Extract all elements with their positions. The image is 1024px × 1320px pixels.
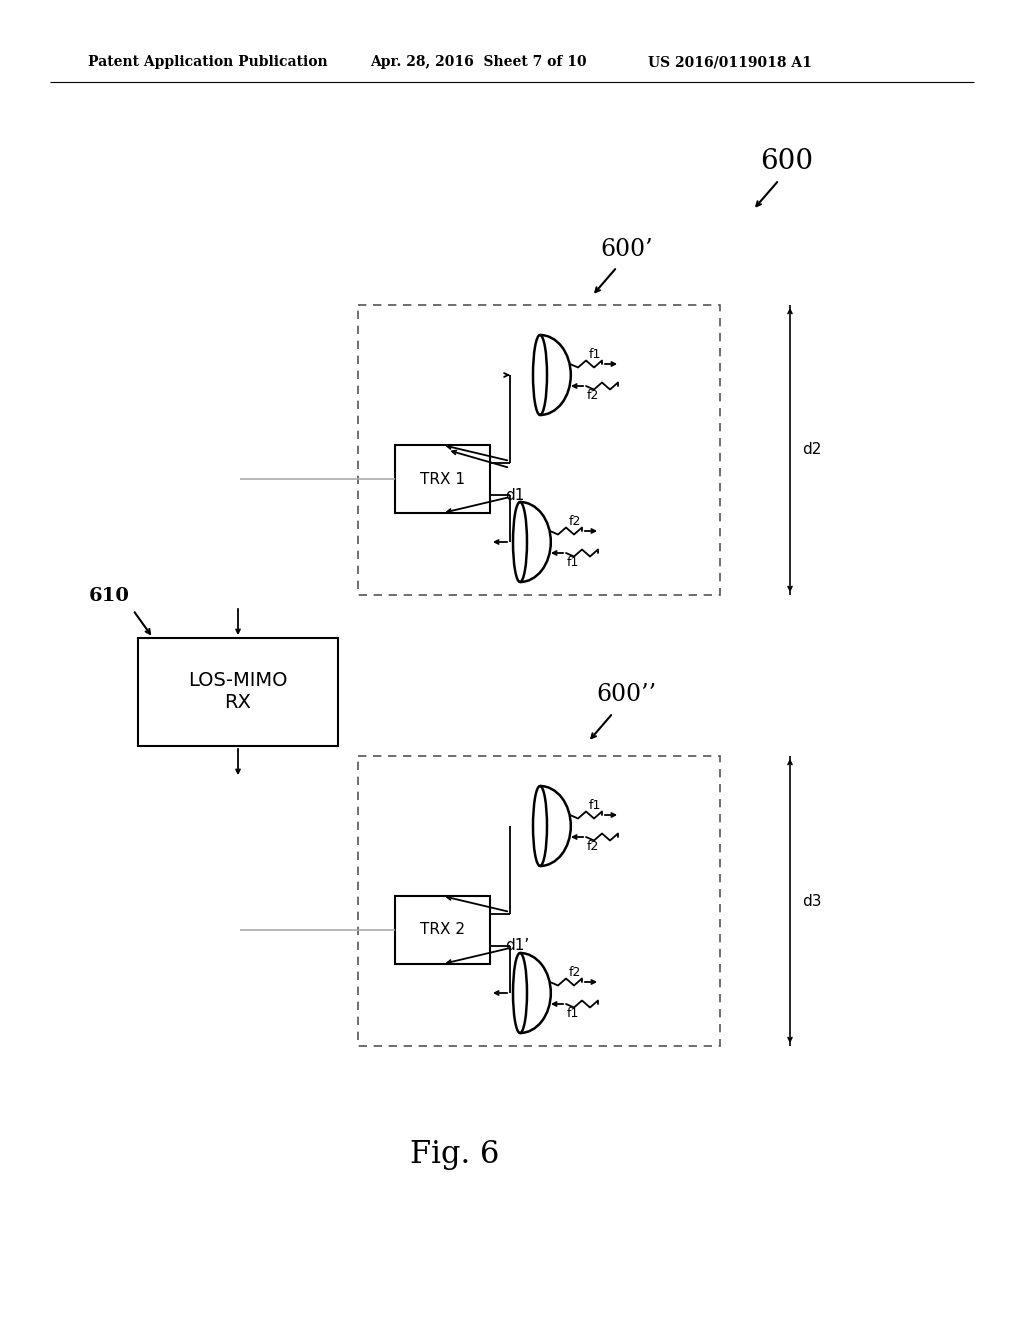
Text: f1: f1 — [589, 799, 601, 812]
Text: f2: f2 — [587, 840, 599, 853]
Text: d1: d1 — [505, 487, 524, 503]
Bar — [358, 756, 720, 1045]
Text: Fig. 6: Fig. 6 — [410, 1139, 500, 1171]
Text: US 2016/0119018 A1: US 2016/0119018 A1 — [648, 55, 812, 69]
Text: Patent Application Publication: Patent Application Publication — [88, 55, 328, 69]
Text: f2: f2 — [587, 389, 599, 403]
Text: d2: d2 — [802, 442, 821, 458]
Text: 600: 600 — [760, 148, 813, 176]
Text: TRX 2: TRX 2 — [420, 923, 465, 937]
Text: Apr. 28, 2016  Sheet 7 of 10: Apr. 28, 2016 Sheet 7 of 10 — [370, 55, 587, 69]
Text: f1: f1 — [567, 1007, 580, 1020]
Ellipse shape — [534, 335, 547, 414]
Text: LOS-MIMO
RX: LOS-MIMO RX — [188, 672, 288, 713]
Text: d3: d3 — [802, 894, 821, 908]
Text: TRX 1: TRX 1 — [420, 471, 465, 487]
Ellipse shape — [513, 502, 527, 582]
Ellipse shape — [534, 785, 547, 866]
Text: f2: f2 — [568, 966, 582, 979]
Text: d1’: d1’ — [505, 939, 529, 953]
Text: f2: f2 — [568, 515, 582, 528]
Text: 610: 610 — [89, 587, 130, 605]
Text: f1: f1 — [567, 556, 580, 569]
Bar — [395, 896, 490, 964]
Bar — [395, 445, 490, 513]
Text: 600’’: 600’’ — [596, 682, 656, 706]
Text: 600’: 600’ — [600, 238, 652, 261]
Ellipse shape — [513, 953, 527, 1034]
Bar — [138, 638, 338, 746]
Bar — [358, 305, 720, 595]
Text: f1: f1 — [589, 348, 601, 360]
